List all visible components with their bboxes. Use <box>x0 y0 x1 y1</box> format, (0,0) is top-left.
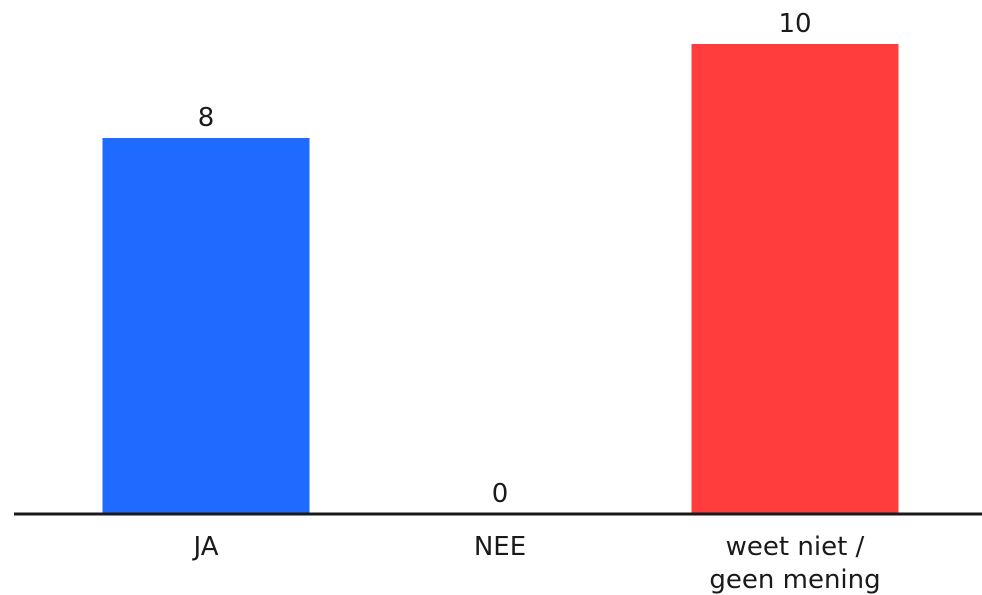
category-label-2: weet niet / geen mening <box>709 532 880 595</box>
category-label-line: JA <box>192 532 219 562</box>
category-label-1: NEE <box>474 532 526 562</box>
value-labels-group: 8 0 10 <box>198 9 812 509</box>
bars-group <box>102 44 899 514</box>
category-label-line: NEE <box>474 532 526 562</box>
value-label-2: 10 <box>778 9 811 39</box>
bar-0 <box>102 138 310 514</box>
bar-2 <box>691 44 899 514</box>
value-label-1: 0 <box>492 479 509 509</box>
category-labels-group: JA NEE weet niet / geen mening <box>192 532 881 595</box>
category-label-line: geen mening <box>709 565 880 595</box>
value-label-0: 8 <box>198 103 215 133</box>
category-label-0: JA <box>192 532 219 562</box>
category-label-line: weet niet / <box>726 532 865 562</box>
